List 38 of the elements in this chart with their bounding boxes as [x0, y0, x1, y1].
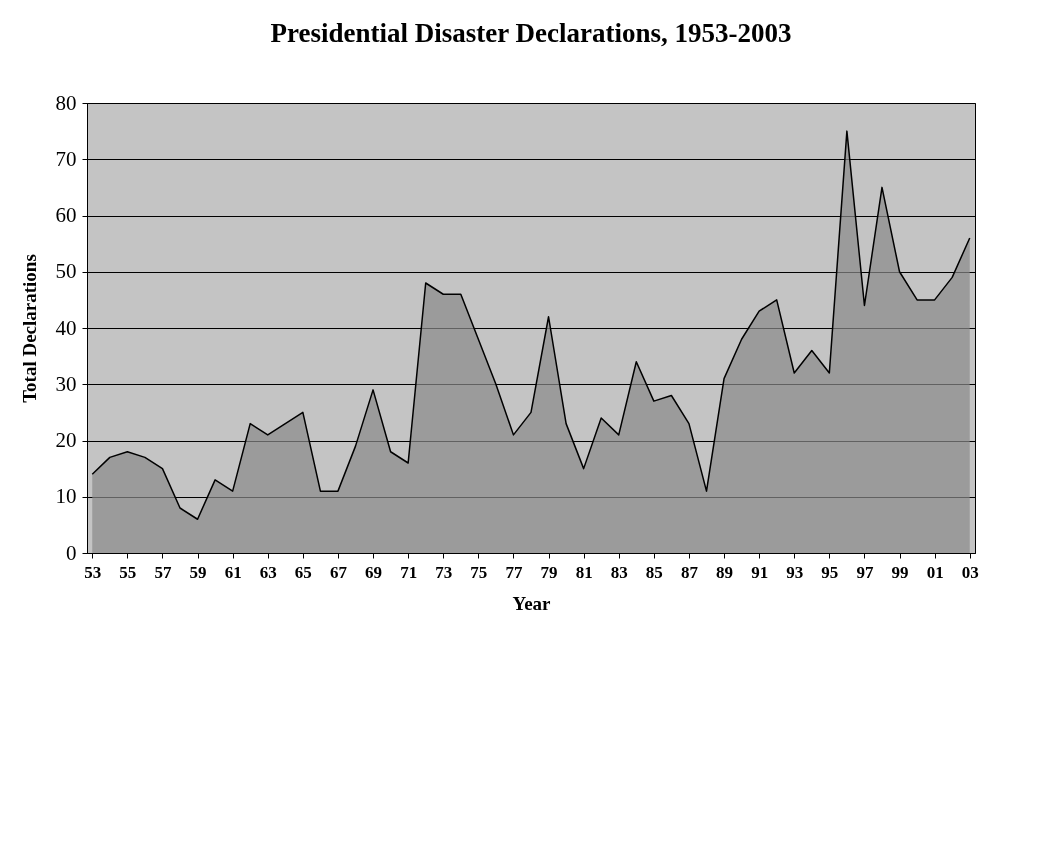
x-tick-label: 53 — [84, 562, 102, 582]
y-tick-label: 80 — [55, 90, 77, 115]
x-tick-label: 03 — [961, 562, 979, 582]
y-tick-label: 70 — [55, 146, 77, 171]
x-tick-label: 65 — [294, 562, 312, 582]
chart-title: Presidential Disaster Declarations, 1953-2003 — [270, 18, 792, 48]
x-tick-label: 97 — [856, 562, 874, 582]
y-tick-label: 40 — [55, 315, 77, 340]
x-tick-label: 57 — [154, 562, 172, 582]
x-tick-label: 93 — [786, 562, 804, 582]
y-tick-label: 20 — [55, 428, 77, 452]
x-tick-label: 85 — [645, 562, 663, 582]
x-tick-label: 55 — [119, 562, 137, 582]
x-tick-label: 83 — [610, 562, 628, 582]
x-axis-title: Year — [512, 592, 552, 614]
y-tick-label: 0 — [66, 540, 77, 565]
x-tick-label: 77 — [505, 562, 523, 582]
x-tick-label: 99 — [891, 562, 909, 582]
x-tick-label: 81 — [575, 562, 593, 582]
x-tick-label: 71 — [400, 562, 418, 582]
y-tick-label: 30 — [55, 371, 77, 396]
y-axis-title: Total Declarations — [18, 254, 40, 403]
x-tick-label: 95 — [821, 562, 839, 582]
y-tick-label: 60 — [55, 203, 77, 227]
x-tick-label: 63 — [259, 562, 277, 582]
x-tick-label: 75 — [470, 562, 488, 582]
x-tick-label: 67 — [329, 562, 348, 582]
x-tick-label: 01 — [926, 562, 944, 582]
x-tick-label: 87 — [680, 562, 699, 582]
x-tick-label: 79 — [540, 562, 558, 582]
x-tick-label: 73 — [435, 562, 453, 582]
y-tick-label: 50 — [55, 259, 77, 284]
x-tick-label: 61 — [224, 562, 242, 582]
x-tick-label: 91 — [751, 562, 769, 582]
x-tick-label: 89 — [716, 562, 734, 582]
x-tick-label: 59 — [189, 562, 207, 582]
x-tick-label: 69 — [365, 562, 383, 582]
y-tick-label: 10 — [55, 484, 77, 509]
